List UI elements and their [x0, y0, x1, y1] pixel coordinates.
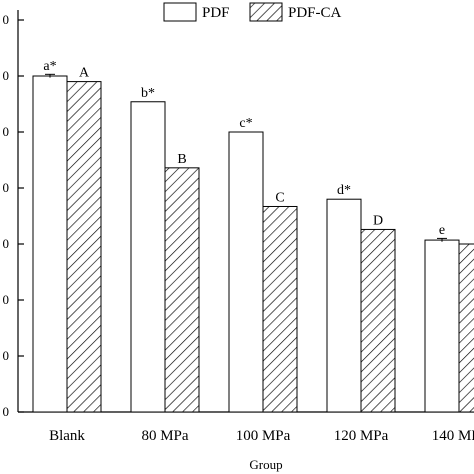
significance-label: e — [439, 223, 445, 238]
y-tick-label: 0 — [3, 292, 10, 307]
y-tick-label: 0 — [3, 404, 10, 419]
legend-swatch-pdf — [163, 2, 197, 22]
significance-label: b* — [141, 86, 155, 101]
significance-label: a* — [43, 59, 56, 74]
y-tick-label: 0 — [3, 236, 10, 251]
y-tick-label: 0 — [3, 12, 10, 27]
x-tick-label: Blank — [49, 428, 85, 444]
significance-label: D — [373, 213, 383, 228]
bars — [32, 73, 474, 413]
bar-pdf-ca — [66, 81, 102, 413]
x-tick-label: 120 MPa — [334, 428, 389, 444]
y-tick-label: 0 — [3, 124, 10, 139]
x-axis-title: Group — [249, 457, 282, 472]
y-tick-label: 0 — [3, 348, 10, 363]
significance-label: A — [79, 66, 90, 81]
y-axis: 0 0 0 0 0 0 0 0 — [3, 10, 24, 419]
bar-pdf-ca — [458, 243, 474, 413]
bar-pdf-ca — [164, 167, 200, 413]
significance-label: d* — [337, 183, 351, 198]
bar-pdf — [228, 131, 264, 413]
significance-label: C — [275, 190, 284, 205]
bar-pdf-ca — [360, 228, 396, 413]
legend-swatch-pdf-ca — [249, 2, 283, 22]
legend: PDF PDF-CA — [163, 2, 342, 22]
bar-pdf — [130, 101, 166, 413]
bar-pdf — [32, 75, 68, 413]
bar-pdf-ca — [262, 205, 298, 413]
legend-label-pdf-ca: PDF-CA — [288, 5, 342, 21]
significance-label: B — [177, 152, 186, 167]
x-tick-label: 100 MPa — [236, 428, 291, 444]
bar-pdf — [424, 239, 460, 413]
x-tick-label: 80 MPa — [141, 428, 188, 444]
y-tick-label: 0 — [3, 180, 10, 195]
significance-labels: a* Ab* Bc* C d* De — [43, 59, 445, 238]
significance-label: c* — [239, 116, 252, 131]
bar-pdf — [326, 198, 362, 413]
legend-label-pdf: PDF — [202, 5, 230, 21]
x-tick-label: 140 MPa — [432, 428, 474, 444]
y-tick-label: 0 — [3, 68, 10, 83]
x-axis: Blank 80 MPa 100 MPa 120 MPa 140 MPa — [18, 407, 474, 444]
